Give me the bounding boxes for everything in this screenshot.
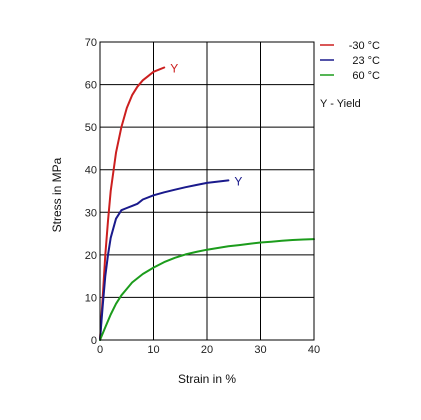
legend-label-2: 60 °C [352, 70, 380, 82]
y-axis-label: Stress in MPa [50, 157, 64, 232]
y-tick-label-30: 30 [85, 207, 97, 219]
x-tick-label-10: 10 [147, 344, 159, 356]
plot-frame [99, 41, 315, 341]
legend-note-yield: Y - Yield [320, 98, 361, 110]
x-tick-label-0: 0 [97, 344, 103, 356]
y-tick-label-0: 0 [91, 335, 97, 347]
x-tick-label-30: 30 [254, 344, 266, 356]
grid [99, 41, 315, 341]
series-line-2 [99, 238, 315, 341]
tick-labels: 0 10 20 30 40 0 10 20 30 40 50 60 70 [85, 37, 320, 356]
y-tick-label-60: 60 [85, 80, 97, 92]
x-tick-label-40: 40 [308, 344, 320, 356]
y-tick-label-10: 10 [85, 292, 97, 304]
y-tick-label-40: 40 [85, 165, 97, 177]
yield-label-series-1: Y [234, 174, 242, 188]
y-tick-label-20: 20 [85, 250, 97, 262]
series-lines [99, 66, 315, 341]
series-line-0 [99, 66, 166, 341]
x-axis-label: Strain in % [178, 372, 236, 386]
legend: -30 °C 23 °C 60 °C Y - Yield [320, 40, 380, 110]
legend-label-0: -30 °C [349, 40, 380, 52]
series-line-1 [99, 179, 230, 341]
y-tick-label-50: 50 [85, 122, 97, 134]
yield-labels: YY [170, 62, 242, 189]
yield-label-series-0: Y [170, 62, 178, 76]
y-tick-label-70: 70 [85, 37, 97, 49]
legend-label-1: 23 °C [352, 55, 380, 67]
x-tick-label-20: 20 [201, 344, 213, 356]
